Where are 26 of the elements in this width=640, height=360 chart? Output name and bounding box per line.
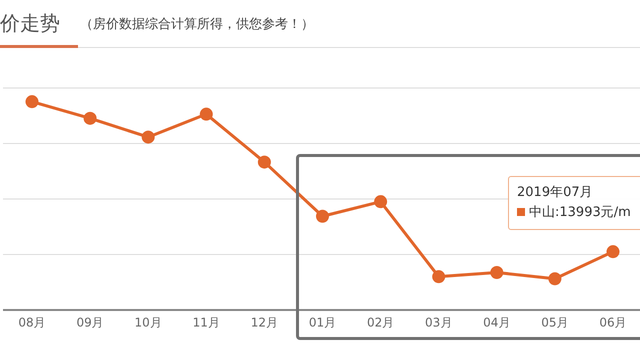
- annotation: 2019年07月: [517, 185, 593, 200]
- chart-title: 价走势: [0, 10, 60, 37]
- x-tick-label: 11月: [192, 316, 220, 330]
- point: [490, 266, 504, 279]
- point: [432, 270, 446, 284]
- chart-subtitle: （房价数据综合计算所得，供您参考！）: [80, 16, 314, 33]
- x-tick-label: 04月: [483, 316, 510, 330]
- x-tick-label: 12月: [250, 316, 278, 330]
- x-tick-label: 08月: [18, 316, 46, 330]
- point: [84, 112, 97, 125]
- point: [200, 108, 213, 121]
- x-tick-label: 10月: [134, 316, 162, 330]
- point: [26, 95, 38, 108]
- x-tick-label: 06月: [599, 316, 627, 330]
- point: [142, 130, 155, 144]
- x-tick-label: 02月: [366, 316, 394, 330]
- x-tick-label: 03月: [425, 316, 452, 330]
- point: [606, 245, 620, 258]
- point: [548, 272, 562, 286]
- point: [374, 195, 388, 208]
- annotation: 中山:13993元/m: [529, 205, 631, 220]
- point: [258, 156, 271, 169]
- x-tick-label: 01月: [308, 316, 336, 330]
- x-tick-label: 09月: [76, 316, 104, 330]
- x-tick-label: 05月: [541, 316, 569, 330]
- point: [316, 210, 329, 223]
